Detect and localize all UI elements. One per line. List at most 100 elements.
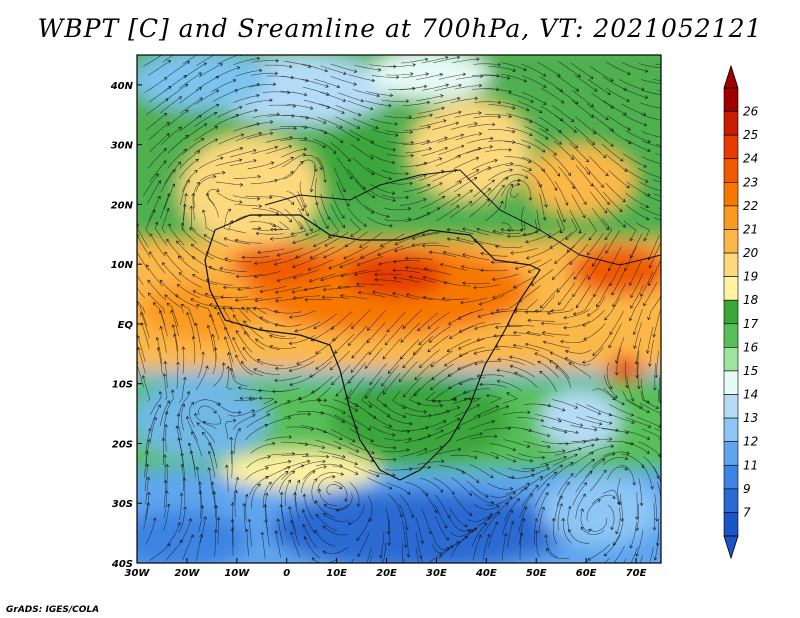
- colorbar-segment: [723, 512, 739, 537]
- streamline: [487, 177, 509, 196]
- streamline: [520, 139, 546, 153]
- streamline: [384, 218, 411, 222]
- streamline: [523, 428, 550, 437]
- streamline-arrow: [457, 316, 462, 320]
- streamline-arrow: [505, 177, 509, 181]
- streamline: [144, 492, 150, 520]
- streamline-arrow: [319, 166, 323, 171]
- streamline-arrow: [375, 125, 379, 130]
- streamline: [570, 424, 597, 431]
- streamline: [145, 113, 167, 131]
- streamline: [427, 335, 450, 353]
- streamline-arrow: [567, 172, 571, 176]
- streamline-arrow: [430, 363, 435, 368]
- streamline-arrow: [539, 109, 543, 113]
- streamline-arrow: [441, 459, 445, 463]
- streamline: [401, 542, 403, 563]
- streamline-arrow: [527, 145, 531, 149]
- streamline: [384, 324, 404, 346]
- streamline-arrow: [192, 290, 197, 294]
- streamline-arrow: [364, 365, 369, 369]
- streamline: [555, 115, 577, 133]
- streamline-arrow: [681, 410, 684, 413]
- streamline-arrow: [322, 525, 327, 529]
- streamline: [166, 522, 180, 546]
- streamline: [552, 155, 571, 176]
- streamline: [575, 284, 592, 308]
- streamline: [367, 167, 392, 180]
- streamline: [562, 518, 572, 544]
- colorbar-min-arrow: [723, 535, 739, 560]
- streamline-arrow: [146, 476, 151, 481]
- streamline: [277, 272, 304, 282]
- streamline: [450, 123, 478, 130]
- streamline-arrow: [273, 82, 277, 87]
- streamline: [246, 132, 273, 140]
- streamline-arrow: [592, 352, 596, 356]
- streamline: [388, 493, 403, 518]
- streamline-arrow: [529, 493, 533, 497]
- streamline: [259, 397, 275, 405]
- streamline-arrow: [453, 397, 457, 401]
- streamline: [383, 542, 387, 563]
- streamline: [319, 103, 345, 114]
- streamline: [349, 218, 362, 237]
- streamline-arrow: [236, 66, 241, 70]
- streamline-arrow: [175, 294, 179, 298]
- streamline-arrow: [506, 392, 510, 396]
- streamline-arrow: [582, 323, 586, 327]
- streamline-arrow: [290, 232, 295, 236]
- streamline-arrow: [198, 87, 202, 91]
- lat-tick-label: 20S: [112, 439, 133, 450]
- streamline: [196, 466, 201, 494]
- streamline: [575, 493, 586, 519]
- streamline-arrow: [426, 183, 431, 188]
- streamline-arrow: [393, 276, 397, 280]
- streamline: [291, 221, 307, 235]
- streamline: [147, 60, 171, 76]
- streamline-arrow: [186, 179, 190, 184]
- streamline: [417, 460, 445, 465]
- streamline: [233, 123, 260, 132]
- streamline: [225, 419, 236, 440]
- streamline-arrow: [365, 395, 369, 399]
- streamline-arrow: [384, 341, 389, 346]
- streamline: [653, 179, 661, 183]
- streamline-arrow: [476, 57, 480, 61]
- streamline: [137, 347, 146, 374]
- streamline: [653, 217, 661, 221]
- streamline-arrow: [386, 214, 390, 218]
- streamline-arrow: [402, 405, 407, 409]
- streamline: [582, 347, 604, 363]
- streamline: [277, 247, 304, 256]
- streamline-arrow: [462, 281, 466, 285]
- streamline: [264, 436, 292, 442]
- streamline: [198, 157, 224, 170]
- streamline: [304, 494, 314, 520]
- streamline: [535, 414, 562, 422]
- streamline: [324, 503, 349, 510]
- streamline: [587, 544, 610, 561]
- streamline-arrow: [464, 535, 468, 539]
- streamline: [468, 398, 481, 403]
- streamline-arrow: [276, 112, 280, 117]
- streamline-arrow: [190, 401, 195, 406]
- streamline: [398, 503, 408, 530]
- streamline-arrow: [558, 301, 562, 306]
- streamline: [554, 245, 576, 264]
- streamline: [145, 439, 150, 467]
- streamline-arrow: [497, 100, 502, 105]
- streamline-arrow: [623, 87, 627, 91]
- streamline-arrow: [276, 518, 281, 522]
- streamline-arrow: [586, 313, 591, 317]
- streamline: [232, 502, 234, 530]
- streamline-arrow: [544, 136, 549, 140]
- streamline-arrow: [423, 267, 428, 271]
- streamline-arrow: [572, 312, 577, 316]
- streamline-arrow: [190, 243, 195, 248]
- streamline-arrow: [341, 419, 346, 423]
- streamline: [434, 448, 461, 456]
- streamline: [542, 332, 570, 336]
- streamline: [492, 273, 519, 280]
